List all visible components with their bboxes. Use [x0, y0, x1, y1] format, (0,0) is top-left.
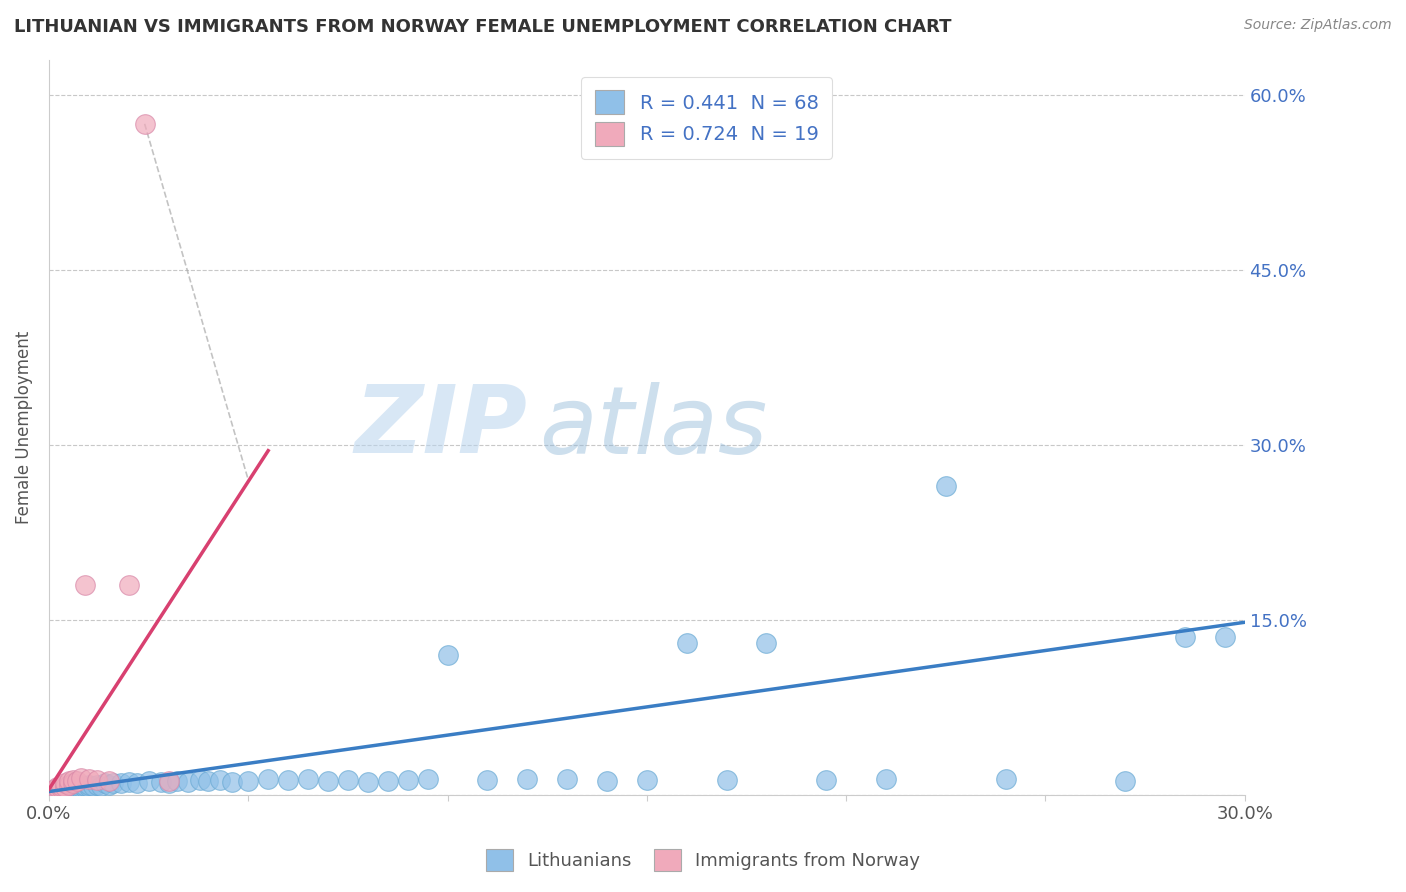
Point	[675, 636, 697, 650]
Point	[62, 779, 84, 793]
Point	[138, 774, 160, 789]
Text: atlas: atlas	[540, 382, 768, 473]
Point	[49, 782, 72, 797]
Point	[555, 772, 578, 786]
Point	[53, 783, 76, 797]
Point	[66, 774, 89, 789]
Point	[377, 774, 399, 789]
Point	[596, 774, 619, 789]
Point	[994, 772, 1017, 786]
Point	[66, 780, 89, 795]
Point	[62, 783, 84, 797]
Point	[94, 776, 117, 790]
Point	[636, 772, 658, 787]
Point	[62, 772, 84, 787]
Point	[177, 775, 200, 789]
Point	[875, 772, 897, 786]
Point	[70, 771, 93, 785]
Point	[134, 117, 156, 131]
Point	[97, 778, 120, 792]
Point	[1114, 774, 1136, 789]
Point	[42, 784, 65, 798]
Point	[70, 778, 93, 792]
Point	[516, 772, 538, 786]
Point	[209, 772, 232, 787]
Point	[46, 782, 69, 797]
Point	[70, 782, 93, 797]
Text: Source: ZipAtlas.com: Source: ZipAtlas.com	[1244, 18, 1392, 32]
Point	[82, 779, 104, 793]
Point	[166, 774, 188, 789]
Point	[46, 780, 69, 794]
Point	[53, 776, 76, 790]
Point	[86, 778, 108, 792]
Point	[97, 774, 120, 789]
Point	[49, 780, 72, 795]
Point	[53, 780, 76, 795]
Point	[53, 780, 76, 794]
Point	[815, 772, 838, 787]
Point	[416, 772, 439, 786]
Legend: Lithuanians, Immigrants from Norway: Lithuanians, Immigrants from Norway	[478, 842, 928, 879]
Point	[716, 772, 738, 787]
Point	[66, 779, 89, 793]
Point	[53, 780, 76, 794]
Text: LITHUANIAN VS IMMIGRANTS FROM NORWAY FEMALE UNEMPLOYMENT CORRELATION CHART: LITHUANIAN VS IMMIGRANTS FROM NORWAY FEM…	[14, 18, 952, 36]
Point	[336, 772, 359, 787]
Legend: R = 0.441  N = 68, R = 0.724  N = 19: R = 0.441 N = 68, R = 0.724 N = 19	[581, 77, 832, 159]
Point	[77, 778, 100, 792]
Point	[58, 778, 80, 792]
Point	[49, 779, 72, 793]
Text: ZIP: ZIP	[354, 382, 527, 474]
Point	[149, 775, 172, 789]
Point	[101, 776, 124, 790]
Point	[157, 776, 180, 790]
Point	[46, 783, 69, 797]
Point	[157, 774, 180, 789]
Point	[436, 648, 458, 662]
Point	[58, 774, 80, 789]
Point	[49, 784, 72, 798]
Point	[935, 479, 957, 493]
Point	[238, 774, 260, 789]
Point	[62, 780, 84, 795]
Point	[73, 578, 96, 592]
Point	[70, 780, 93, 794]
Point	[1213, 631, 1236, 645]
Point	[221, 775, 243, 789]
Point	[73, 779, 96, 793]
Point	[42, 783, 65, 797]
Point	[58, 783, 80, 797]
Point	[1174, 631, 1197, 645]
Point	[396, 772, 419, 787]
Point	[125, 776, 148, 790]
Point	[86, 772, 108, 787]
Point	[73, 780, 96, 795]
Point	[257, 772, 280, 786]
Point	[190, 772, 212, 787]
Point	[110, 776, 132, 790]
Point	[316, 774, 339, 789]
Point	[90, 779, 112, 793]
Point	[77, 772, 100, 786]
Point	[197, 774, 219, 789]
Y-axis label: Female Unemployment: Female Unemployment	[15, 331, 32, 524]
Point	[58, 782, 80, 797]
Point	[297, 772, 319, 786]
Point	[357, 775, 380, 789]
Point	[118, 578, 141, 592]
Point	[62, 776, 84, 790]
Point	[66, 782, 89, 797]
Point	[755, 636, 778, 650]
Point	[77, 780, 100, 794]
Point	[46, 780, 69, 795]
Point	[477, 772, 499, 787]
Point	[277, 772, 299, 787]
Point	[118, 775, 141, 789]
Point	[58, 780, 80, 794]
